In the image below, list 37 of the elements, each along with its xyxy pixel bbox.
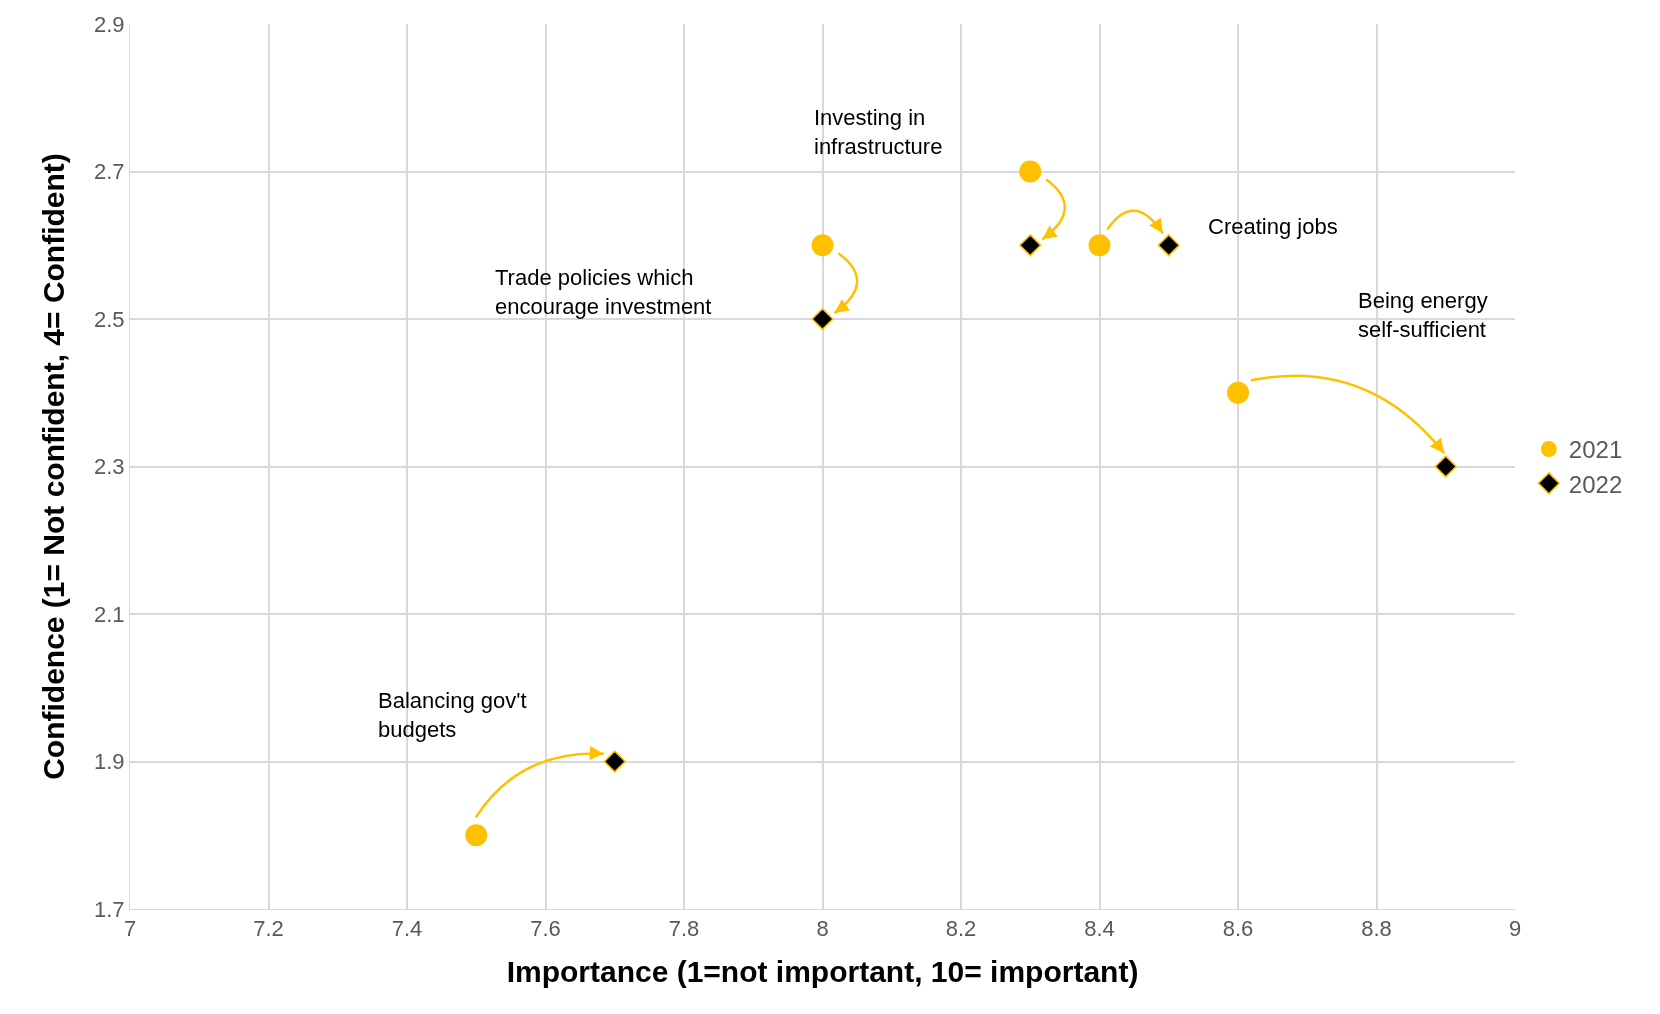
annotation: Creating jobs bbox=[1208, 214, 1338, 239]
x-tick-label: 9 bbox=[1508, 916, 1522, 942]
y-tick-label: 2.9 bbox=[94, 11, 125, 37]
point bbox=[1088, 234, 1111, 257]
y-tick-label: 2.1 bbox=[94, 601, 125, 627]
legend-label: 2021 bbox=[1568, 436, 1623, 464]
annotation: Balancing gov't budgets bbox=[378, 688, 527, 742]
point bbox=[1434, 455, 1457, 478]
point bbox=[811, 234, 834, 257]
y-tick-label: 2.5 bbox=[94, 306, 125, 332]
x-tick-label: 8.2 bbox=[945, 916, 977, 942]
y-tick-label: 1.7 bbox=[94, 896, 125, 922]
annotation: Being energy self-sufficient bbox=[1358, 288, 1488, 342]
x-tick-label: 7.6 bbox=[530, 916, 561, 942]
x-tick-label: 8.4 bbox=[1084, 916, 1115, 942]
x-axis-title: Importance (1=not important, 10= important) bbox=[506, 954, 1139, 988]
x-tick-label: 8 bbox=[816, 916, 829, 942]
y-axis-title: Confidence (1= Not confident, 4= Confident) bbox=[37, 153, 71, 780]
point bbox=[465, 824, 488, 847]
x-tick-label: 8.6 bbox=[1222, 916, 1254, 942]
point bbox=[811, 307, 834, 331]
legend-label: 2022 bbox=[1568, 470, 1623, 498]
x-tick-label: 7 bbox=[123, 916, 137, 942]
y-tick-label: 1.9 bbox=[94, 749, 125, 775]
point bbox=[1157, 234, 1180, 257]
annotation: Trade policies which encourage investment bbox=[495, 265, 712, 319]
annotation: Investing in infrastructure bbox=[814, 105, 943, 159]
y-tick-label: 2.3 bbox=[94, 454, 125, 480]
x-tick-label: 7.2 bbox=[253, 916, 284, 942]
point bbox=[1227, 381, 1249, 404]
x-tick-label: 7.8 bbox=[668, 916, 700, 942]
point bbox=[603, 750, 626, 773]
x-tick-label: 7.4 bbox=[391, 916, 423, 942]
y-tick-label: 2.7 bbox=[94, 159, 125, 185]
point bbox=[1019, 160, 1042, 183]
x-tick-label: 8.8 bbox=[1361, 916, 1392, 942]
point bbox=[1019, 234, 1042, 257]
